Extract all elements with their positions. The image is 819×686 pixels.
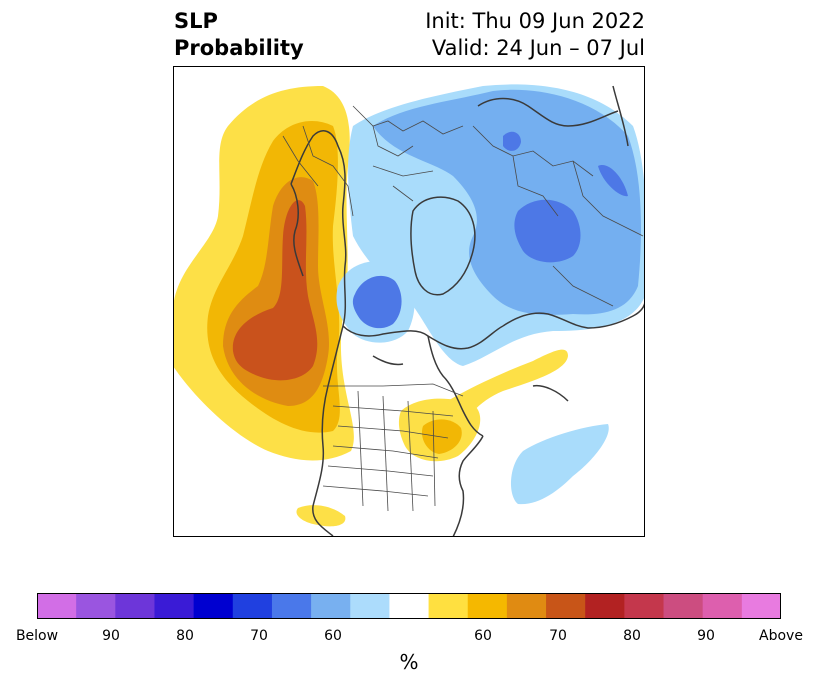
valid-date: Valid: 24 Jun – 07 Jul bbox=[431, 36, 645, 60]
colorbar-segment bbox=[467, 593, 508, 619]
colorbar-segment bbox=[506, 593, 547, 619]
title-line-2: Probability bbox=[174, 36, 304, 60]
probability-map bbox=[173, 66, 645, 537]
colorbar-segment bbox=[115, 593, 155, 619]
below-65-kara bbox=[503, 131, 521, 151]
colorbar-tick-label: 90 bbox=[697, 628, 715, 644]
colorbar-tick-label: 90 bbox=[102, 628, 120, 644]
colorbar-segment bbox=[663, 593, 704, 619]
forecast-dates: Init: Thu 09 Jun 2022 Valid: 24 Jun – 07… bbox=[425, 8, 645, 62]
below-60-eurasia bbox=[373, 89, 641, 315]
coastlines bbox=[290, 85, 645, 537]
map-title: SLP Probability bbox=[174, 8, 304, 62]
below-65-far-ne bbox=[598, 165, 628, 197]
above-60-subtropics bbox=[296, 505, 346, 527]
colorbar-tick-label: 70 bbox=[549, 628, 567, 644]
colorbar-segment bbox=[37, 593, 77, 619]
colorbar-tick-label: Below bbox=[15, 628, 59, 644]
colorbar-segment bbox=[702, 593, 743, 619]
below-65-siberia bbox=[514, 199, 581, 263]
colorbar-tick-label: 80 bbox=[623, 628, 641, 644]
colorbar-segment bbox=[428, 593, 469, 619]
above-75-pacific bbox=[232, 200, 318, 381]
colorbar-unit-label: % bbox=[399, 650, 419, 674]
colorbar bbox=[37, 593, 781, 619]
colorbar-segment bbox=[350, 593, 390, 619]
below-65-alaska bbox=[352, 275, 402, 329]
colorbar-segment bbox=[76, 593, 116, 619]
colorbar-segment bbox=[271, 593, 312, 619]
colorbar-tick-label: 70 bbox=[250, 628, 268, 644]
colorbar-frame bbox=[37, 593, 781, 619]
colorbar-tick-label: 60 bbox=[474, 628, 492, 644]
below-55-atlantic bbox=[511, 424, 609, 505]
map-frame bbox=[173, 66, 645, 537]
init-date: Init: Thu 09 Jun 2022 bbox=[425, 9, 645, 33]
colorbar-segment bbox=[624, 593, 665, 619]
colorbar-tick-label: 60 bbox=[324, 628, 342, 644]
colorbar-segment bbox=[546, 593, 586, 619]
colorbar-segment bbox=[585, 593, 625, 619]
colorbar-tick-label: Above bbox=[759, 628, 803, 644]
borders bbox=[282, 105, 644, 512]
colorbar-segment bbox=[741, 593, 781, 619]
colorbar-tick-label: 80 bbox=[176, 628, 194, 644]
colorbar-segment bbox=[193, 593, 234, 619]
colorbar-segment bbox=[389, 593, 430, 619]
title-line-1: SLP bbox=[174, 9, 218, 33]
colorbar-segment bbox=[232, 593, 273, 619]
colorbar-segment bbox=[154, 593, 195, 619]
colorbar-segment bbox=[311, 593, 351, 619]
